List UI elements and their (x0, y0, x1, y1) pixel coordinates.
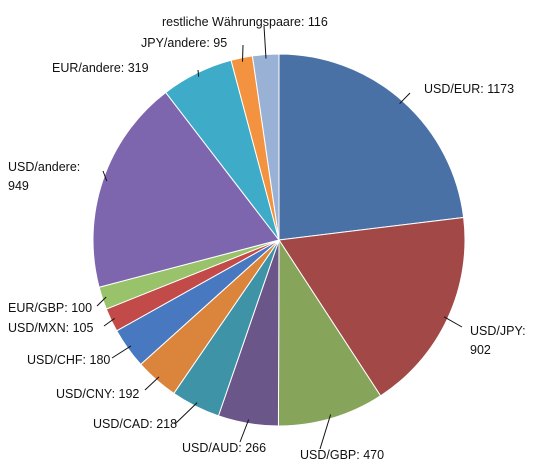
leader-line-usd-cad (174, 402, 198, 425)
leader-line-usd-gbp (319, 414, 332, 450)
leader-line-eur-andere (197, 69, 200, 77)
leader-line-usd-andere (102, 170, 108, 182)
leader-line-usd-mxn (103, 317, 115, 327)
slice-label-eur-gbp: EUR/GBP: 100 (8, 301, 92, 315)
leader-line-usd-cny (144, 376, 160, 391)
leader-line-jpy-andere (242, 44, 244, 62)
slice-label-usd-gbp: USD/GBP: 470 (300, 448, 384, 462)
leader-lines-layer (96, 25, 463, 450)
slice-label-usd-cad: USD/CAD: 218 (93, 417, 177, 431)
leader-line-usd-jpy (443, 316, 463, 328)
slice-label-usd-eur: USD/EUR: 1173 (424, 82, 514, 96)
pie-slice-usd-andere (92, 91, 280, 288)
slice-label-usd-andere: USD/andere: 949 (8, 160, 80, 193)
slice-label-usd-mxn: USD/MXN: 105 (8, 321, 93, 335)
slices-layer (92, 53, 466, 427)
slice-label-usd-cny: USD/CNY: 192 (56, 387, 139, 401)
pie-slice-usd-gbp (277, 238, 382, 427)
slice-label-usd-jpy: USD/JPY: 902 (470, 324, 526, 357)
leader-line-usd-chf (111, 345, 132, 359)
leader-line-eur-gbp (96, 296, 107, 307)
leader-line-usd-eur (399, 92, 411, 105)
slice-label-usd-aud: USD/AUD: 266 (182, 441, 266, 455)
slice-label-restliche-währungspaare: restliche Währungspaare: 116 (162, 15, 328, 29)
slice-label-usd-chf: USD/CHF: 180 (27, 353, 110, 367)
slice-label-eur-andere: EUR/andere: 319 (52, 61, 149, 75)
leader-line-restliche-währungspaare (263, 25, 267, 59)
slice-label-jpy-andere: JPY/andere: 95 (141, 36, 227, 50)
leader-line-usd-aud (239, 419, 250, 443)
labels-layer: USD/EUR: 1173 USD/JPY: 902 USD/GBP: 470 USD/… (8, 15, 526, 462)
